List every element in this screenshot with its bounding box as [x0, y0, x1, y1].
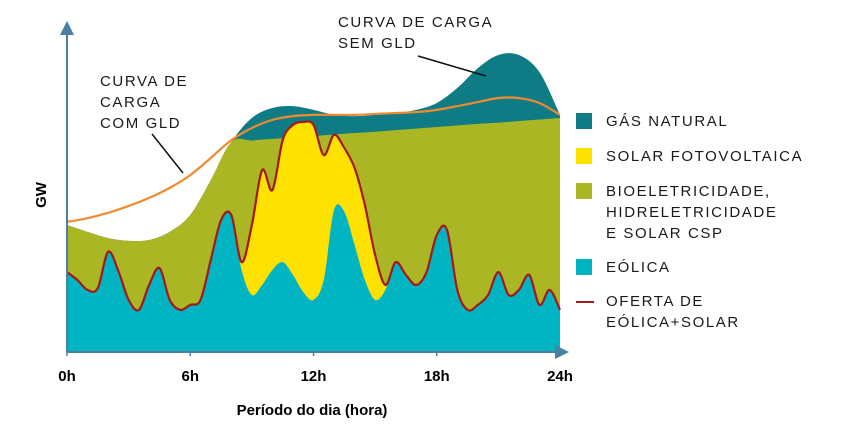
legend-swatch — [576, 259, 592, 275]
x-tick-label: 24h — [547, 368, 573, 385]
legend-label: SOLAR FOTOVOLTAICA — [606, 148, 804, 165]
x-tick-label: 18h — [424, 368, 450, 385]
x-tick-label: 12h — [301, 368, 327, 385]
legend-item: SOLAR FOTOVOLTAICA — [576, 146, 803, 167]
legend-swatch — [576, 113, 592, 129]
area — [67, 204, 560, 352]
y-axis-label: GW — [33, 181, 50, 208]
legend-label: EÓLICA — [606, 259, 671, 276]
legend-item: OFERTA DE EÓLICA+SOLAR — [576, 291, 740, 333]
annotation: CURVA DE CARGA COM GLD — [100, 73, 189, 132]
legend-item: GÁS NATURAL — [576, 111, 728, 132]
lines — [66, 96, 561, 312]
annotation-leader — [417, 55, 487, 77]
x-tick-label: 0h — [58, 368, 76, 385]
line — [66, 120, 561, 312]
x-tick-label: 6h — [181, 368, 199, 385]
x-axis-label: Período do dia (hora) — [237, 402, 388, 419]
legend-label: GÁS NATURAL — [606, 113, 729, 130]
line — [66, 96, 561, 223]
legend-item: BIOELETRICIDADE, HIDRELETRICIDADE E SOLA… — [576, 181, 777, 244]
legend-swatch — [576, 301, 594, 303]
annotation: CURVA DE CARGA SEM GLD — [338, 14, 494, 52]
legend-swatch — [576, 148, 592, 164]
areas — [67, 53, 560, 352]
annotation-leader — [151, 133, 184, 174]
legend-label: BIOELETRICIDADE, HIDRELETRICIDADE E SOLA… — [606, 183, 778, 242]
legend-swatch — [576, 183, 592, 199]
legend-item: EÓLICA — [576, 257, 671, 278]
legend-label: OFERTA DE EÓLICA+SOLAR — [606, 293, 740, 331]
